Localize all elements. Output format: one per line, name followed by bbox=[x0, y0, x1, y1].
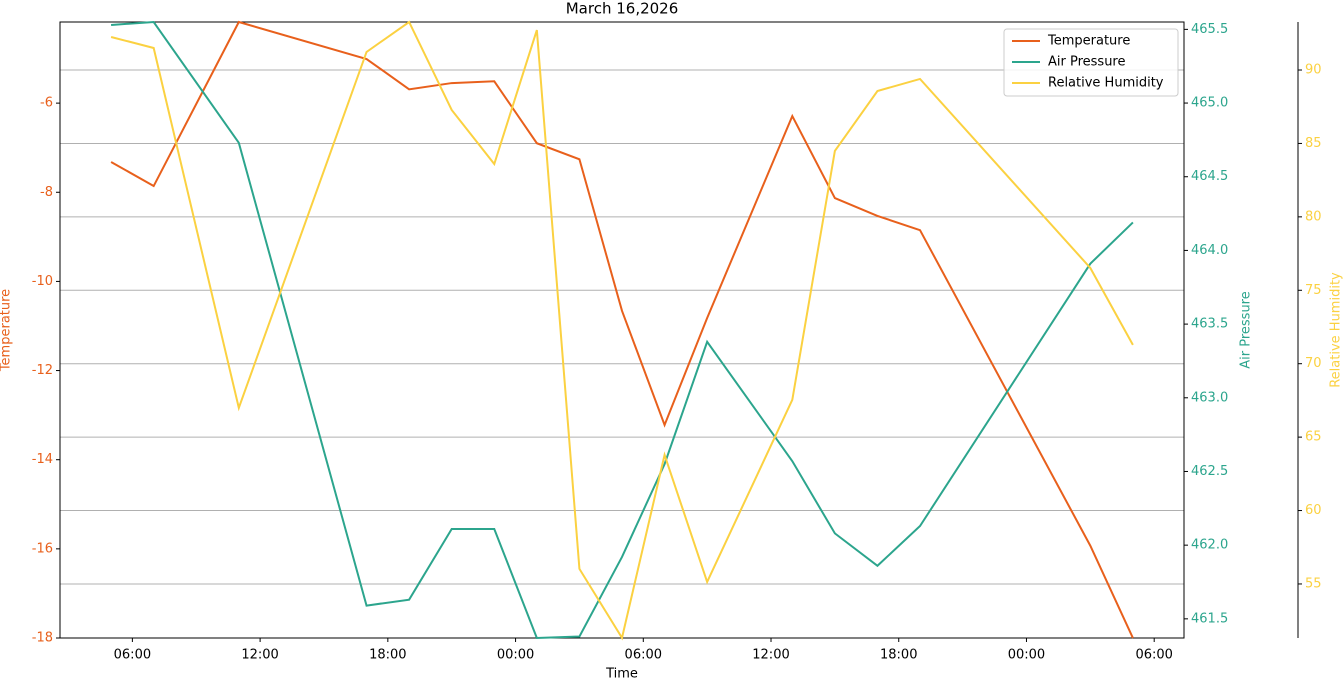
y-tick-label: -6 bbox=[40, 96, 53, 111]
legend-label: Relative Humidity bbox=[1048, 76, 1164, 91]
y-tick-label: -16 bbox=[32, 541, 53, 556]
x-tick-label: 00:00 bbox=[1008, 648, 1045, 663]
legend-label: Temperature bbox=[1047, 34, 1130, 49]
y-tick-label: 55 bbox=[1305, 576, 1322, 591]
y-tick-label: 462.0 bbox=[1191, 538, 1228, 553]
chart-title: March 16,2026 bbox=[566, 0, 679, 18]
y-axis-label: Air Pressure bbox=[1239, 291, 1254, 369]
y-tick-label: 461.5 bbox=[1191, 611, 1228, 626]
series-line bbox=[111, 20, 1134, 640]
y-axis-label: Temperature bbox=[0, 289, 14, 372]
legend-label: Air Pressure bbox=[1048, 55, 1126, 70]
y-tick-label: 462.5 bbox=[1191, 464, 1228, 479]
y-axis-label: Relative Humidity bbox=[1329, 272, 1344, 388]
y-tick-label: 75 bbox=[1305, 283, 1322, 298]
y-tick-label: -12 bbox=[32, 363, 53, 378]
y-tick-label: 464.0 bbox=[1191, 243, 1228, 258]
x-tick-label: 06:00 bbox=[625, 648, 662, 663]
y-tick-label: 65 bbox=[1305, 430, 1322, 445]
series-line bbox=[110, 20, 1134, 639]
y-tick-label: 463.0 bbox=[1191, 390, 1228, 405]
y-tick-label: 80 bbox=[1305, 209, 1322, 224]
y-tick-label: -10 bbox=[32, 274, 53, 289]
x-tick-label: 12:00 bbox=[752, 648, 789, 663]
y-tick-label: -18 bbox=[32, 631, 53, 646]
x-tick-label: 18:00 bbox=[880, 648, 917, 663]
y-tick-label: 465.5 bbox=[1191, 22, 1228, 37]
y-tick-label: 465.0 bbox=[1191, 96, 1228, 111]
x-tick-label: 00:00 bbox=[497, 648, 534, 663]
y-tick-label: 464.5 bbox=[1191, 169, 1228, 184]
plot-frame bbox=[59, 21, 1185, 639]
y-tick-label: 85 bbox=[1305, 136, 1322, 151]
y-tick-label: 463.5 bbox=[1191, 317, 1228, 332]
legend-box bbox=[1003, 28, 1179, 97]
y-tick-label: -8 bbox=[40, 185, 53, 200]
x-tick-label: 06:00 bbox=[1135, 648, 1172, 663]
x-tick-label: 06:00 bbox=[114, 648, 151, 663]
x-tick-label: 12:00 bbox=[241, 648, 278, 663]
x-axis-label: Time bbox=[605, 667, 638, 682]
y-tick-label: 60 bbox=[1305, 503, 1322, 518]
y-tick-label: 70 bbox=[1305, 356, 1322, 371]
series-line bbox=[110, 20, 1134, 641]
y-tick-label: -14 bbox=[32, 452, 53, 467]
x-tick-label: 18:00 bbox=[369, 648, 406, 663]
y-tick-label: 90 bbox=[1305, 63, 1322, 78]
